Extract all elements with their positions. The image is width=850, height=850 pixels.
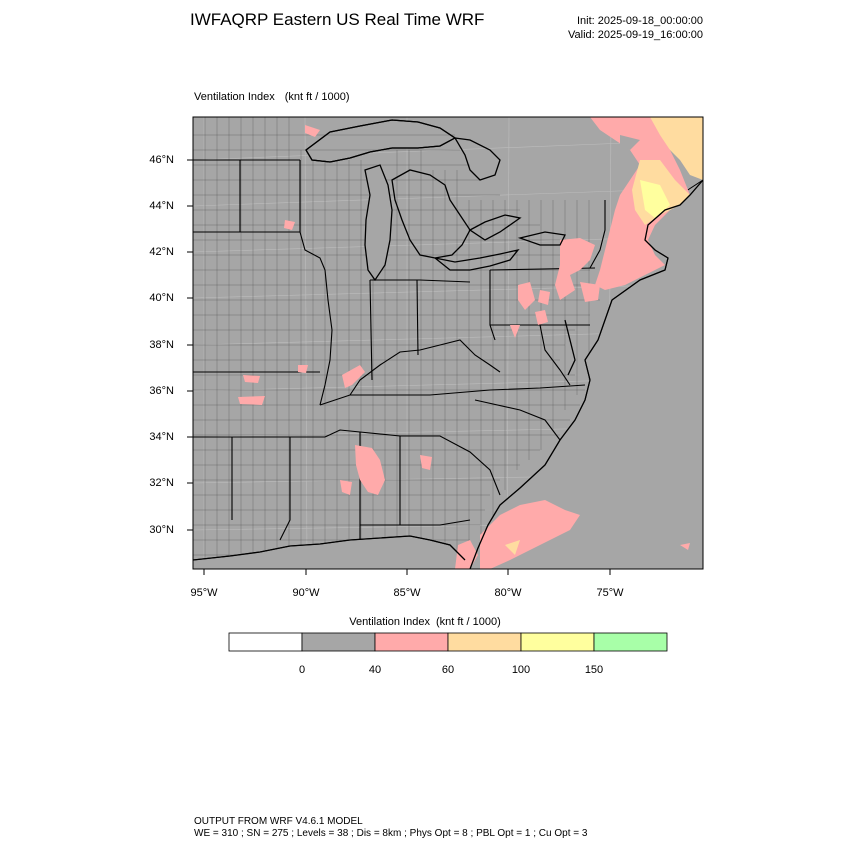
lon-label-85: 85°W: [393, 587, 421, 599]
colorbar-tick-60: 60: [441, 664, 455, 676]
model-config: WE = 310 ; SN = 275 ; Levels = 38 ; Dis …: [194, 828, 588, 839]
colorbar-box-3: [447, 632, 522, 652]
colorbar-box-5: [593, 632, 668, 652]
vi-zones: [238, 117, 703, 569]
lat-label-44: 44°N: [149, 200, 174, 212]
lat-label-42: 42°N: [149, 246, 174, 258]
axis-ticks: [187, 159, 611, 575]
valid-time: Valid: 2025-09-19_16:00:00: [568, 29, 703, 41]
colorbar-tick-0: 0: [298, 664, 306, 676]
colorbar-box-0: [228, 632, 303, 652]
colorbar-tick-150: 150: [584, 664, 604, 676]
colorbar-units: (knt ft / 1000): [435, 616, 501, 628]
model-version: OUTPUT FROM WRF V4.6.1 MODEL: [194, 816, 363, 827]
map-frame: [192, 116, 704, 570]
colorbar-box-1: [301, 632, 376, 652]
lat-label-40: 40°N: [149, 292, 174, 304]
colorbar-tick-40: 40: [368, 664, 382, 676]
colorbar-tick-100: 100: [511, 664, 531, 676]
lat-label-38: 38°N: [149, 339, 174, 351]
plot-title: IWFAQRP Eastern US Real Time WRF: [190, 10, 485, 29]
lon-label-80: 80°W: [494, 587, 522, 599]
lon-label-90: 90°W: [292, 587, 320, 599]
colorbar-field-name: Ventilation Index: [349, 616, 430, 628]
run-times: Init: 2025-09-18_00:00:00 Valid: 2025-09…: [568, 14, 703, 42]
lon-label-95: 95°W: [190, 587, 218, 599]
lon-label-75: 75°W: [596, 587, 624, 599]
map-field-label: Ventilation Index (knt ft / 1000): [194, 91, 350, 103]
colorbar-box-4: [520, 632, 595, 652]
colorbar-title: Ventilation Index (knt ft / 1000): [0, 616, 850, 628]
colorbar-box-2: [374, 632, 449, 652]
colorbar: [228, 632, 668, 652]
lat-label-32: 32°N: [149, 477, 174, 489]
lat-label-30: 30°N: [149, 524, 174, 536]
init-time: Init: 2025-09-18_00:00:00: [577, 15, 703, 27]
lat-label-46: 46°N: [149, 154, 174, 166]
model-info: OUTPUT FROM WRF V4.6.1 MODEL WE = 310 ; …: [194, 816, 587, 840]
coastlines: [193, 119, 703, 569]
map-field-units: (knt ft / 1000): [284, 91, 350, 103]
lat-label-36: 36°N: [149, 385, 174, 397]
state-borders: [193, 159, 641, 541]
map-area: [193, 117, 703, 569]
lat-label-34: 34°N: [149, 431, 174, 443]
map-field-name: Ventilation Index: [194, 91, 275, 103]
